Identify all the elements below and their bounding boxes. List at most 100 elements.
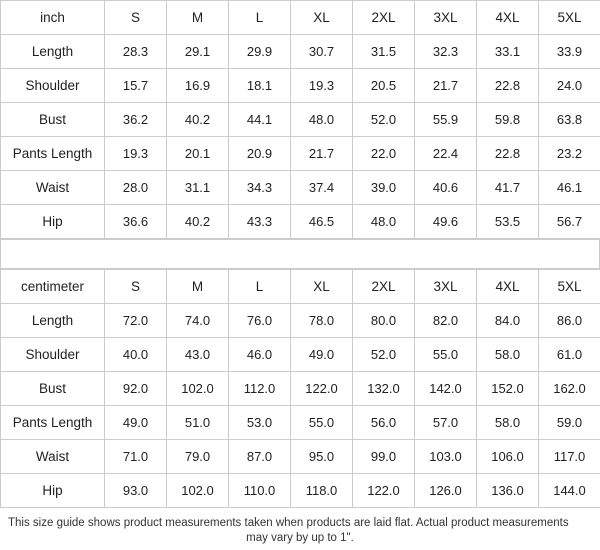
row-label: Bust (1, 103, 105, 137)
cell: 28.3 (105, 35, 167, 69)
cell: 40.6 (415, 171, 477, 205)
cell: 53.0 (229, 406, 291, 440)
size-header-3xl: 3XL (415, 270, 477, 304)
cell: 102.0 (167, 474, 229, 508)
cell: 49.6 (415, 205, 477, 239)
cell: 16.9 (167, 69, 229, 103)
cell: 52.0 (353, 103, 415, 137)
row-label: Pants Length (1, 137, 105, 171)
cell: 56.0 (353, 406, 415, 440)
cell: 39.0 (353, 171, 415, 205)
cell: 106.0 (477, 440, 539, 474)
row-label: Hip (1, 474, 105, 508)
table-row: Hip 36.6 40.2 43.3 46.5 48.0 49.6 53.5 5… (1, 205, 600, 239)
cell: 84.0 (477, 304, 539, 338)
cell: 102.0 (167, 372, 229, 406)
cell: 118.0 (291, 474, 353, 508)
cell: 34.3 (229, 171, 291, 205)
table-row: Hip 93.0 102.0 110.0 118.0 122.0 126.0 1… (1, 474, 600, 508)
cell: 80.0 (353, 304, 415, 338)
cell: 40.2 (167, 205, 229, 239)
cell: 122.0 (353, 474, 415, 508)
cell: 48.0 (353, 205, 415, 239)
cell: 22.4 (415, 137, 477, 171)
cell: 20.9 (229, 137, 291, 171)
cell: 33.1 (477, 35, 539, 69)
table-row: Pants Length 19.3 20.1 20.9 21.7 22.0 22… (1, 137, 600, 171)
size-header-5xl: 5XL (539, 1, 600, 35)
cell: 55.0 (291, 406, 353, 440)
table-row: Bust 36.2 40.2 44.1 48.0 52.0 55.9 59.8 … (1, 103, 600, 137)
row-label: Waist (1, 440, 105, 474)
cell: 32.3 (415, 35, 477, 69)
size-header-l: L (229, 270, 291, 304)
cell: 71.0 (105, 440, 167, 474)
table-header-row: centimeter S M L XL 2XL 3XL 4XL 5XL (1, 270, 600, 304)
cell: 21.7 (291, 137, 353, 171)
cell: 36.6 (105, 205, 167, 239)
cell: 52.0 (353, 338, 415, 372)
cell: 112.0 (229, 372, 291, 406)
cell: 41.7 (477, 171, 539, 205)
table-row: Shoulder 15.7 16.9 18.1 19.3 20.5 21.7 2… (1, 69, 600, 103)
row-label: Shoulder (1, 338, 105, 372)
cell: 40.0 (105, 338, 167, 372)
cell: 31.5 (353, 35, 415, 69)
table-row: Waist 28.0 31.1 34.3 37.4 39.0 40.6 41.7… (1, 171, 600, 205)
cell: 53.5 (477, 205, 539, 239)
cell: 18.1 (229, 69, 291, 103)
row-label: Pants Length (1, 406, 105, 440)
cell: 49.0 (105, 406, 167, 440)
cell: 58.0 (477, 406, 539, 440)
cell: 95.0 (291, 440, 353, 474)
row-label: Length (1, 35, 105, 69)
cell: 59.8 (477, 103, 539, 137)
cell: 78.0 (291, 304, 353, 338)
cell: 92.0 (105, 372, 167, 406)
table-header-row: inch S M L XL 2XL 3XL 4XL 5XL (1, 1, 600, 35)
cell: 20.5 (353, 69, 415, 103)
size-table-inch: inch S M L XL 2XL 3XL 4XL 5XL Length 28.… (0, 0, 600, 239)
cell: 82.0 (415, 304, 477, 338)
cell: 142.0 (415, 372, 477, 406)
cell: 15.7 (105, 69, 167, 103)
cell: 21.7 (415, 69, 477, 103)
cell: 57.0 (415, 406, 477, 440)
cell: 55.0 (415, 338, 477, 372)
cell: 22.8 (477, 137, 539, 171)
cell: 132.0 (353, 372, 415, 406)
cell: 61.0 (539, 338, 600, 372)
size-header-4xl: 4XL (477, 1, 539, 35)
cell: 93.0 (105, 474, 167, 508)
cell: 56.7 (539, 205, 600, 239)
size-header-5xl: 5XL (539, 270, 600, 304)
size-header-xl: XL (291, 270, 353, 304)
cell: 44.1 (229, 103, 291, 137)
cell: 33.9 (539, 35, 600, 69)
cell: 59.0 (539, 406, 600, 440)
row-label: Shoulder (1, 69, 105, 103)
size-header-l: L (229, 1, 291, 35)
table-row: Bust 92.0 102.0 112.0 122.0 132.0 142.0 … (1, 372, 600, 406)
cell: 144.0 (539, 474, 600, 508)
cell: 126.0 (415, 474, 477, 508)
cell: 51.0 (167, 406, 229, 440)
cell: 37.4 (291, 171, 353, 205)
cell: 23.2 (539, 137, 600, 171)
row-label: Waist (1, 171, 105, 205)
cell: 58.0 (477, 338, 539, 372)
size-header-xl: XL (291, 1, 353, 35)
cell: 28.0 (105, 171, 167, 205)
footnote-line-2: may vary by up to 1". (6, 531, 594, 546)
cell: 31.1 (167, 171, 229, 205)
unit-header-inch: inch (1, 1, 105, 35)
cell: 29.1 (167, 35, 229, 69)
cell: 79.0 (167, 440, 229, 474)
cell: 29.9 (229, 35, 291, 69)
cell: 122.0 (291, 372, 353, 406)
size-guide-footnote: This size guide shows product measuremen… (0, 508, 600, 550)
table-separator (0, 239, 600, 269)
cell: 99.0 (353, 440, 415, 474)
size-header-2xl: 2XL (353, 1, 415, 35)
cell: 48.0 (291, 103, 353, 137)
